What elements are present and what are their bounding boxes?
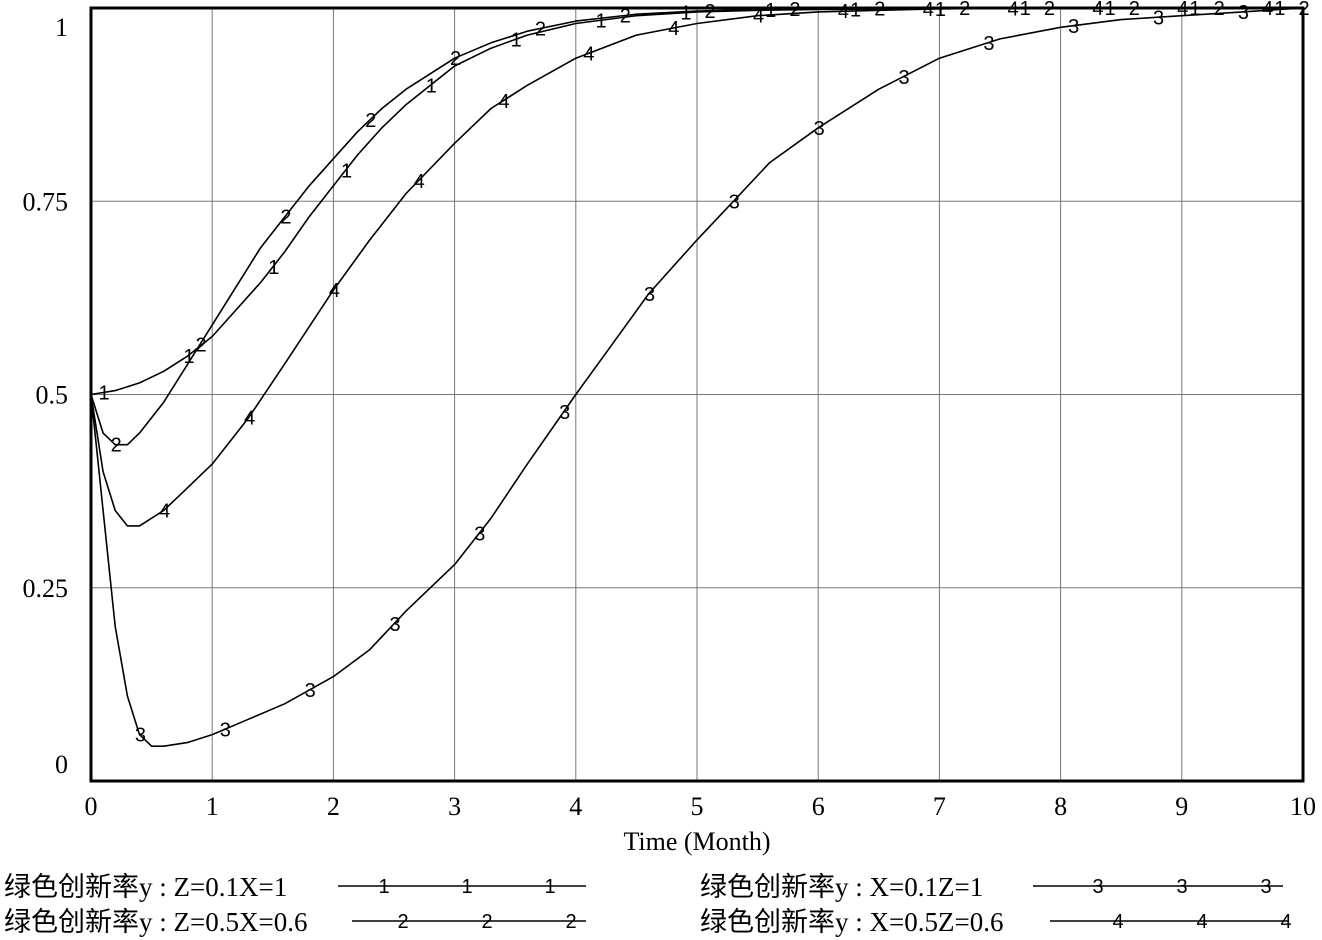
series-marker-4: 4 <box>329 280 340 302</box>
series-marker-1: 1 <box>99 383 110 405</box>
series-marker-1: 1 <box>765 0 776 22</box>
y-tick-label: 0.5 <box>36 381 69 410</box>
series-marker-2: 2 <box>1129 0 1140 20</box>
x-tick-label: 10 <box>1290 792 1316 821</box>
series-marker-2: 2 <box>196 334 207 356</box>
series-marker-3: 3 <box>1153 7 1164 29</box>
series-marker-3: 3 <box>1068 16 1079 38</box>
series-marker-4: 4 <box>1177 0 1188 20</box>
series-marker-4: 4 <box>1008 0 1019 20</box>
series-marker-4: 4 <box>838 1 849 23</box>
y-tick-label: 1 <box>55 13 68 42</box>
series-marker-4: 4 <box>1262 0 1273 20</box>
series-marker-1: 1 <box>850 0 861 21</box>
series-marker-4: 4 <box>668 18 679 40</box>
series-marker-3: 3 <box>389 614 400 636</box>
x-tick-label: 7 <box>933 792 946 821</box>
series-marker-2: 2 <box>1214 0 1225 20</box>
series-marker-1: 1 <box>1020 0 1031 20</box>
series-marker-3: 3 <box>814 118 825 140</box>
x-axis-label: Time (Month) <box>623 827 770 856</box>
series-marker-1: 1 <box>183 346 194 368</box>
series-marker-2: 2 <box>535 19 546 41</box>
series-marker-3: 3 <box>135 725 146 747</box>
legend: 绿色创新率y : Z=0.1X=1 1 1 1 绿色创新率y : Z=0.5X=0.6 2… <box>4 872 1292 937</box>
series-marker-4: 4 <box>414 171 425 193</box>
series-marker-1: 1 <box>426 75 437 97</box>
series-marker-1: 1 <box>341 160 352 182</box>
legend-marker-3: 3 <box>1176 876 1187 898</box>
series-marker-1: 1 <box>680 3 691 25</box>
x-tick-label: 9 <box>1175 792 1188 821</box>
series-marker-1: 1 <box>1105 0 1116 20</box>
series-marker-3: 3 <box>983 33 994 55</box>
series-marker-2: 2 <box>280 207 291 229</box>
legend-marker-1: 1 <box>378 876 389 898</box>
grid-lines <box>90 7 1304 782</box>
legend-marker-1: 1 <box>461 876 472 898</box>
legend-marker-2: 2 <box>481 911 492 933</box>
legend-marker-4: 4 <box>1280 911 1291 933</box>
series-marker-4: 4 <box>923 0 934 21</box>
series-marker-1: 1 <box>1189 0 1200 20</box>
legend-marker-4: 4 <box>1196 911 1207 933</box>
y-tick-label: 0.25 <box>23 574 69 603</box>
series-marker-1: 1 <box>595 10 606 32</box>
series-marker-4: 4 <box>1092 0 1103 20</box>
series-marker-3: 3 <box>729 191 740 213</box>
series-marker-2: 2 <box>450 48 461 70</box>
x-tick-label: 3 <box>448 792 461 821</box>
series-marker-4: 4 <box>753 6 764 28</box>
series-marker-1: 1 <box>1274 0 1285 20</box>
series-line-4 <box>90 7 1303 527</box>
series-marker-3: 3 <box>898 67 909 89</box>
x-tick-label: 2 <box>327 792 340 821</box>
series-marker-2: 2 <box>874 0 885 20</box>
legend-marker-3: 3 <box>1092 876 1103 898</box>
series-marker-3: 3 <box>474 524 485 546</box>
series-marker-3: 3 <box>644 284 655 306</box>
x-tick-label: 4 <box>569 792 582 821</box>
legend-marker-3: 3 <box>1260 876 1271 898</box>
x-tick-label: 6 <box>812 792 825 821</box>
series-marker-4: 4 <box>499 91 510 113</box>
series-marker-3: 3 <box>1238 2 1249 24</box>
legend-label: 绿色创新率y : Z=0.5X=0.6 <box>4 907 307 937</box>
series-marker-1: 1 <box>268 257 279 279</box>
series-marker-2: 2 <box>705 1 716 23</box>
legend-marker-4: 4 <box>1112 911 1123 933</box>
series-line-3 <box>90 7 1304 747</box>
plot-frame <box>89 6 1305 783</box>
legend-label: 绿色创新率y : X=0.1Z=1 <box>700 872 983 902</box>
legend-marker-2: 2 <box>397 911 408 933</box>
series-marker-2: 2 <box>789 0 800 21</box>
x-tick-label: 8 <box>1054 792 1067 821</box>
series-marker-4: 4 <box>159 500 170 522</box>
x-tick-label: 5 <box>691 792 704 821</box>
series-marker-2: 2 <box>111 435 122 457</box>
series-marker-3: 3 <box>559 402 570 424</box>
legend-label: 绿色创新率y : Z=0.1X=1 <box>4 872 287 902</box>
x-tick-label: 1 <box>206 792 219 821</box>
series-marker-2: 2 <box>959 0 970 20</box>
series-marker-4: 4 <box>583 44 594 66</box>
y-tick-label: 0 <box>55 750 68 779</box>
series-marker-3: 3 <box>305 680 316 702</box>
x-axis-ticks: 0 1 2 3 4 5 6 7 8 9 10 <box>85 792 1317 821</box>
legend-marker-2: 2 <box>565 911 576 933</box>
x-tick-label: 0 <box>85 792 98 821</box>
series-marker-2: 2 <box>620 6 631 28</box>
y-axis-ticks: 0 0.25 0.5 0.75 1 <box>23 13 69 779</box>
legend-label: 绿色创新率y : X=0.5Z=0.6 <box>700 907 1003 937</box>
series-marker-2: 2 <box>365 110 376 132</box>
series-marker-1: 1 <box>511 29 522 51</box>
series-marker-4: 4 <box>244 408 255 430</box>
series-marker-1: 1 <box>935 0 946 21</box>
series-marker-2: 2 <box>1044 0 1055 20</box>
series-marker-3: 3 <box>220 719 231 741</box>
y-tick-label: 0.75 <box>23 187 69 216</box>
legend-marker-1: 1 <box>544 876 555 898</box>
